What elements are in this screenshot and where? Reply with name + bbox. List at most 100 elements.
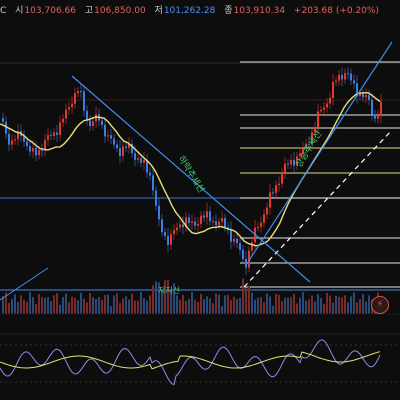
candle-body (56, 132, 58, 135)
volume-bar (200, 293, 202, 314)
candle-body (251, 242, 253, 251)
downtrend-label: 하락추세선 (175, 153, 207, 194)
volume-bar (230, 300, 232, 314)
volume-bar (173, 283, 175, 314)
rsi-line (0, 339, 381, 386)
volume-bar (23, 299, 25, 314)
volume-bar (338, 296, 340, 314)
candle-body (155, 190, 157, 206)
volume-bar (128, 299, 130, 314)
volume-bar (281, 301, 283, 314)
candle-body (137, 158, 139, 160)
candle-body (191, 221, 193, 224)
volume-bar (266, 293, 268, 314)
candle-body (8, 133, 10, 145)
volume-bar (353, 292, 355, 314)
candle-body (272, 192, 274, 194)
trend-overlays (0, 41, 393, 301)
candle-body (377, 116, 379, 119)
low-value: 101,262.28 (163, 6, 216, 16)
volume-bar (5, 292, 7, 314)
volume-bar (335, 295, 337, 314)
candle-body (134, 153, 136, 160)
volume-bar (251, 292, 253, 314)
candle-body (71, 103, 73, 107)
candle-body (128, 143, 130, 148)
volume-bar (77, 300, 79, 314)
volume-bar (308, 299, 310, 314)
volume-bar (104, 294, 106, 314)
high-label: 고 (84, 6, 94, 16)
lightning-bolt-icon[interactable]: ⚡ (371, 296, 389, 314)
candle-body (359, 93, 361, 97)
candle-body (194, 221, 196, 226)
candle-body (380, 101, 382, 117)
volume-bar (164, 280, 166, 314)
candle-body (179, 224, 181, 228)
volume-bar (167, 279, 169, 314)
volume-bar (233, 296, 235, 314)
volume-bar (155, 281, 157, 314)
candle-body (158, 205, 160, 220)
candle-body (206, 211, 208, 218)
candle-body (32, 147, 34, 152)
volume-bar (41, 296, 43, 314)
volume-bar (197, 301, 199, 314)
volume-bar (245, 287, 247, 314)
volume-bar (95, 299, 97, 314)
volume-bar (62, 297, 64, 314)
volume-bar (329, 295, 331, 314)
volume-bar (317, 294, 319, 314)
candle-body (146, 159, 148, 173)
candle-body (77, 91, 79, 94)
change-value: +203.68 (+0.20%) (293, 6, 379, 16)
volume-bar (362, 294, 364, 314)
candle-body (44, 139, 46, 151)
volume-bar (89, 292, 91, 314)
uptrend-line (247, 41, 393, 263)
candle-body (341, 75, 343, 80)
candle-body (26, 141, 28, 147)
volume-bar (92, 297, 94, 314)
candle-body (296, 156, 298, 166)
volume-bar (26, 301, 28, 314)
candle-body (269, 192, 271, 208)
left-trend-line (0, 267, 49, 301)
candlesticks (2, 67, 382, 275)
volume-bar (257, 297, 259, 314)
volume-bar (209, 298, 211, 314)
candle-body (11, 140, 13, 145)
volume-bar (38, 294, 40, 314)
candle-body (245, 258, 247, 268)
candle-body (80, 91, 82, 93)
ohlc-header: C 시103,706.66 고106,850.00 저101,262.28 종1… (0, 0, 400, 22)
candle-body (353, 80, 355, 84)
candle-body (164, 232, 166, 236)
candle-body (125, 146, 127, 148)
volume-bar (290, 297, 292, 314)
candle-body (236, 238, 238, 244)
volume-bar (29, 292, 31, 314)
volume-bar (59, 304, 61, 314)
candle-body (323, 107, 325, 110)
candle-body (311, 132, 313, 145)
volume-bar (191, 292, 193, 314)
candle-body (338, 75, 340, 81)
volume-bar (260, 297, 262, 314)
candle-body (107, 135, 109, 137)
candle-body (224, 218, 226, 228)
candle-body (62, 118, 64, 123)
volume-bar (149, 295, 151, 314)
candle-body (182, 224, 184, 228)
candle-body (326, 103, 328, 108)
volume-bar (122, 298, 124, 314)
candle-body (293, 159, 295, 166)
volume-bar (68, 302, 70, 314)
volume-bar (314, 301, 316, 314)
candle-body (104, 124, 106, 137)
candle-body (116, 144, 118, 149)
candle-body (2, 118, 4, 122)
rsi-signal-line (0, 351, 381, 370)
candle-body (74, 93, 76, 104)
